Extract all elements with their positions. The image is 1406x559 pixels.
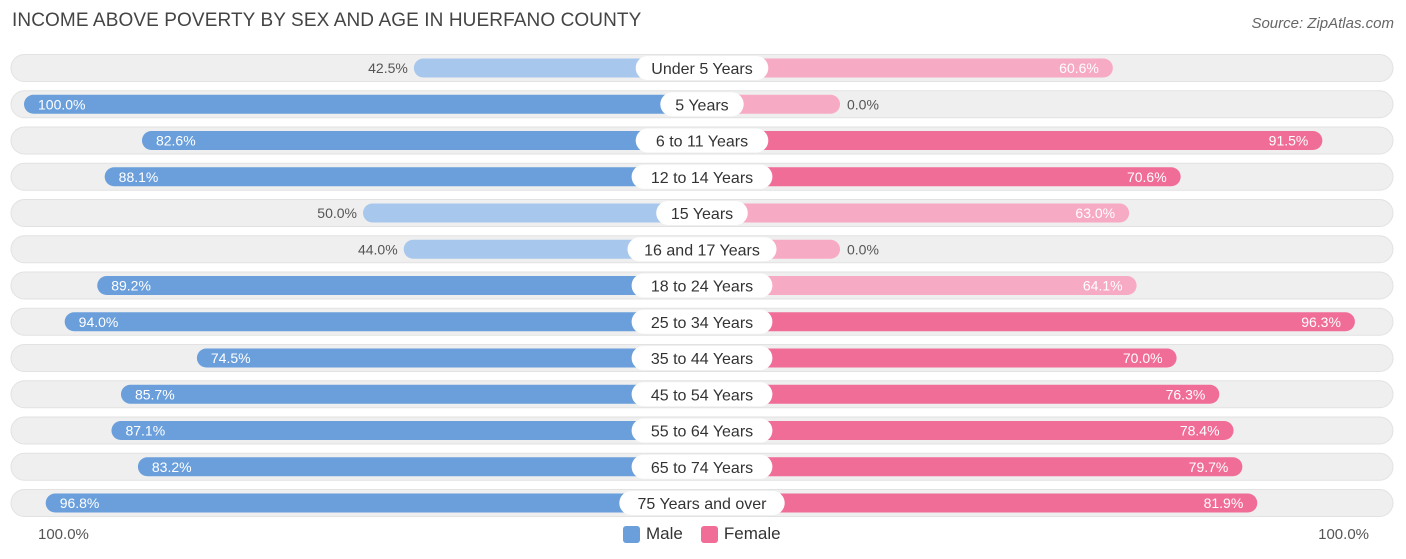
- female-value-label: 78.4%: [1180, 423, 1220, 439]
- female-value-label: 70.0%: [1123, 350, 1163, 366]
- male-value-label: 50.0%: [317, 205, 357, 221]
- category-label: 45 to 54 Years: [651, 387, 753, 404]
- category-pill: [631, 382, 773, 407]
- female-bar: [702, 312, 1355, 332]
- category-label: 18 to 24 Years: [651, 279, 753, 296]
- male-bar: [45, 493, 703, 513]
- male-value-label: 94.0%: [79, 314, 119, 330]
- male-value-label: 87.1%: [125, 423, 165, 439]
- female-value-label: 0.0%: [847, 96, 879, 112]
- male-value-label: 42.5%: [368, 60, 408, 76]
- legend-item-female[interactable]: Female: [700, 524, 781, 544]
- legend: Male Female: [623, 524, 799, 544]
- female-bar: [702, 493, 1258, 513]
- male-bar: [403, 239, 702, 259]
- female-value-label: 64.1%: [1083, 278, 1123, 294]
- male-bar: [104, 167, 702, 187]
- female-bar: [702, 348, 1177, 368]
- category-label: Under 5 Years: [651, 61, 752, 78]
- female-bar: [702, 131, 1323, 150]
- category-label: 12 to 14 Years: [651, 170, 753, 187]
- category-label: 65 to 74 Years: [651, 460, 753, 477]
- male-value-label: 82.6%: [156, 133, 196, 149]
- female-bar: [702, 384, 1220, 404]
- male-value-label: 89.2%: [111, 278, 151, 294]
- category-label: 75 Years and over: [638, 496, 768, 513]
- category-pill: [631, 164, 773, 189]
- chart-title: INCOME ABOVE POVERTY BY SEX AND AGE IN H…: [12, 10, 642, 31]
- male-bar: [97, 276, 702, 295]
- female-bar: [702, 421, 1234, 440]
- male-bar: [24, 94, 702, 114]
- male-bar: [120, 384, 703, 404]
- category-label: 16 and 17 Years: [644, 242, 760, 259]
- legend-swatch-female: [700, 525, 718, 543]
- source-label: Source: ZipAtlas.com: [1251, 15, 1394, 32]
- axis-left-label: 100.0%: [38, 526, 89, 543]
- female-value-label: 60.6%: [1059, 60, 1099, 76]
- male-value-label: 74.5%: [211, 350, 251, 366]
- female-bar: [702, 167, 1181, 187]
- female-value-label: 79.7%: [1189, 459, 1229, 475]
- female-bar: [702, 58, 1113, 78]
- category-pill: [635, 128, 769, 153]
- female-bar: [702, 203, 1130, 223]
- category-pill: [631, 346, 773, 370]
- male-value-label: 96.8%: [60, 495, 100, 511]
- legend-label-female: Female: [723, 524, 781, 543]
- male-value-label: 83.2%: [152, 459, 192, 475]
- category-pill: [660, 92, 744, 117]
- category-pill: [631, 454, 773, 479]
- category-label: 6 to 11 Years: [656, 134, 748, 151]
- female-value-label: 81.9%: [1204, 495, 1244, 511]
- category-pill: [635, 56, 769, 80]
- category-pill: [631, 273, 773, 298]
- legend-swatch-male: [623, 525, 640, 543]
- female-value-label: 91.5%: [1269, 133, 1309, 149]
- category-label: 55 to 64 Years: [651, 424, 753, 441]
- category-label: 35 to 44 Years: [651, 351, 753, 368]
- female-value-label: 0.0%: [847, 241, 879, 257]
- male-value-label: 44.0%: [358, 241, 398, 257]
- legend-label-male: Male: [646, 524, 683, 543]
- male-bar: [137, 457, 703, 477]
- category-pill: [619, 491, 785, 515]
- male-value-label: 100.0%: [38, 96, 85, 112]
- category-pill: [656, 201, 748, 225]
- male-bar: [64, 312, 703, 332]
- axis-right-label: 100.0%: [1318, 526, 1369, 543]
- category-pill: [631, 418, 773, 443]
- category-pill: [627, 237, 777, 262]
- category-pill: [631, 309, 773, 334]
- female-value-label: 96.3%: [1301, 314, 1341, 330]
- category-label: 5 Years: [675, 97, 728, 114]
- female-value-label: 70.6%: [1127, 169, 1167, 185]
- female-value-label: 63.0%: [1075, 205, 1115, 221]
- category-label: 25 to 34 Years: [651, 315, 753, 332]
- legend-item-male[interactable]: Male: [623, 524, 683, 544]
- male-bar: [196, 348, 702, 368]
- female-value-label: 76.3%: [1166, 386, 1206, 402]
- male-bar: [363, 203, 702, 223]
- male-value-label: 85.7%: [135, 386, 175, 402]
- male-bar: [111, 421, 703, 440]
- male-bar: [413, 58, 702, 78]
- male-value-label: 88.1%: [119, 169, 159, 185]
- female-bar: [702, 276, 1137, 295]
- category-label: 15 Years: [671, 206, 733, 223]
- female-bar: [702, 457, 1243, 477]
- male-bar: [141, 131, 703, 150]
